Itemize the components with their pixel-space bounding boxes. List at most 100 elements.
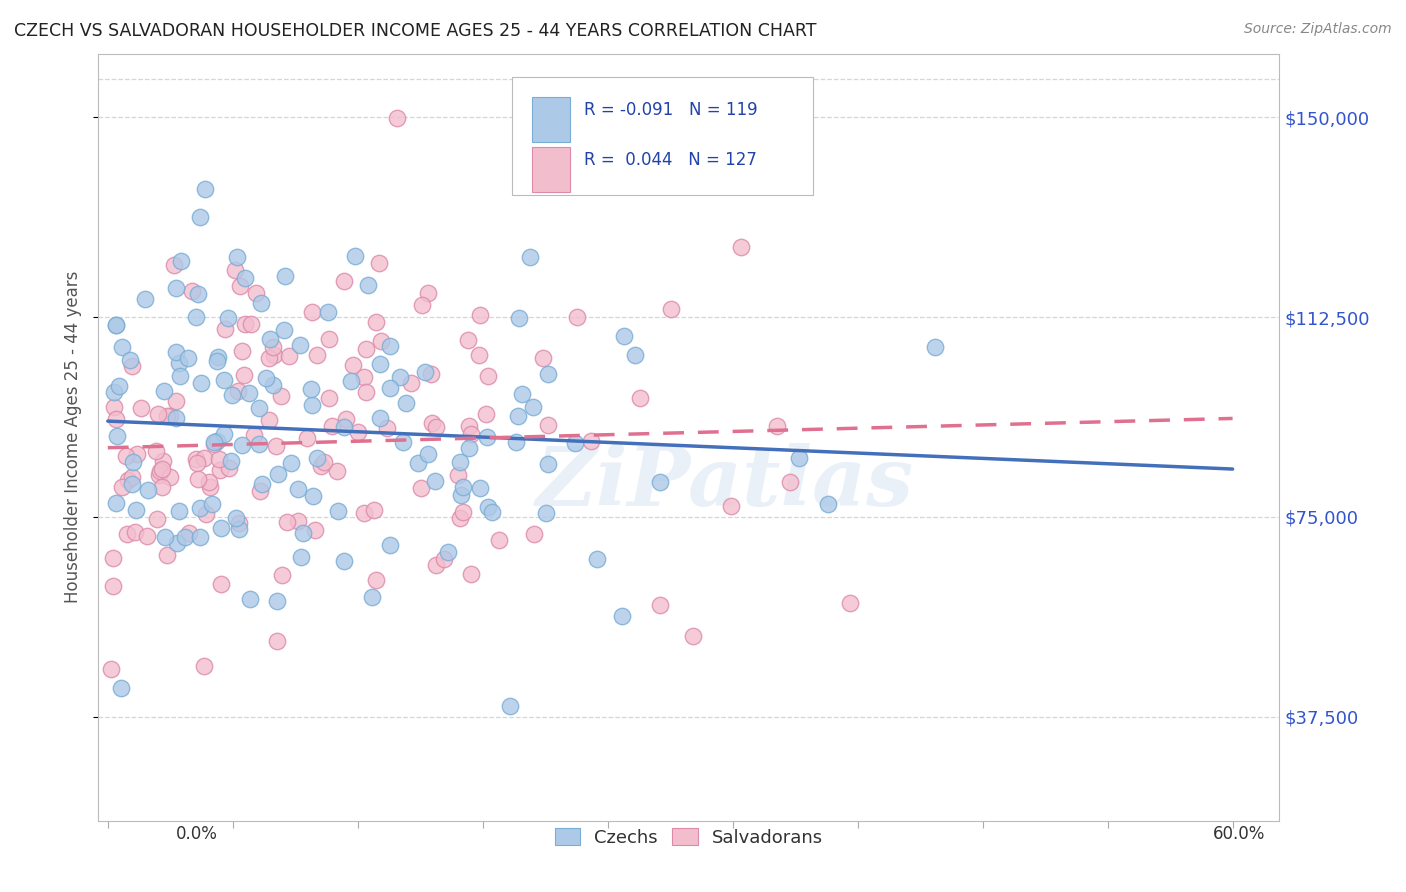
Point bbox=[254, 371, 277, 385]
Point bbox=[136, 529, 159, 543]
Point bbox=[156, 549, 179, 563]
Point bbox=[156, 409, 179, 423]
Point bbox=[228, 522, 250, 536]
Point bbox=[166, 536, 188, 550]
Point bbox=[262, 378, 284, 392]
Point bbox=[273, 323, 295, 337]
Point bbox=[425, 420, 447, 434]
Point bbox=[411, 298, 433, 312]
Point bbox=[360, 590, 382, 604]
Point bbox=[225, 510, 247, 524]
Point bbox=[249, 483, 271, 498]
Point bbox=[127, 447, 149, 461]
FancyBboxPatch shape bbox=[512, 77, 813, 195]
Point bbox=[353, 507, 375, 521]
Point bbox=[105, 428, 128, 442]
Point bbox=[839, 596, 862, 610]
Point bbox=[240, 317, 263, 331]
Text: 60.0%: 60.0% bbox=[1213, 825, 1265, 843]
Point bbox=[449, 511, 471, 525]
Point bbox=[318, 332, 340, 346]
Point bbox=[184, 452, 207, 467]
Point bbox=[231, 438, 253, 452]
Point bbox=[166, 281, 188, 295]
Point bbox=[318, 391, 340, 405]
Point bbox=[177, 526, 200, 541]
Point bbox=[277, 349, 299, 363]
Point bbox=[190, 376, 212, 390]
Point bbox=[233, 270, 256, 285]
Point bbox=[177, 351, 200, 365]
Point bbox=[259, 332, 281, 346]
Point bbox=[245, 285, 267, 300]
Point bbox=[212, 426, 235, 441]
Point bbox=[415, 365, 437, 379]
Point bbox=[165, 393, 187, 408]
Point bbox=[420, 416, 443, 430]
Text: Source: ZipAtlas.com: Source: ZipAtlas.com bbox=[1244, 22, 1392, 37]
Point bbox=[363, 503, 385, 517]
Point bbox=[249, 296, 271, 310]
Point bbox=[226, 250, 249, 264]
Point bbox=[505, 434, 527, 449]
Point bbox=[267, 467, 290, 482]
Point bbox=[125, 503, 148, 517]
Point bbox=[682, 630, 704, 644]
Point bbox=[418, 447, 440, 461]
Bar bbox=[531, 147, 569, 192]
Point bbox=[508, 409, 530, 423]
Point bbox=[288, 338, 311, 352]
Point bbox=[297, 431, 319, 445]
Point bbox=[231, 344, 253, 359]
Point bbox=[519, 250, 541, 264]
Point bbox=[488, 533, 510, 547]
Point bbox=[287, 482, 309, 496]
Point bbox=[314, 455, 336, 469]
Point bbox=[357, 278, 380, 293]
Point bbox=[188, 501, 211, 516]
Point bbox=[416, 285, 439, 300]
Point bbox=[508, 310, 530, 325]
Point bbox=[287, 514, 309, 528]
Point bbox=[406, 456, 429, 470]
Point bbox=[356, 343, 378, 357]
Point bbox=[217, 311, 239, 326]
Point bbox=[233, 317, 256, 331]
Point bbox=[121, 359, 143, 374]
Point bbox=[193, 659, 215, 673]
Point bbox=[188, 531, 211, 545]
Point bbox=[111, 480, 134, 494]
Point bbox=[159, 409, 181, 424]
Point bbox=[188, 210, 211, 224]
Point bbox=[385, 111, 408, 125]
Point bbox=[146, 512, 169, 526]
Point bbox=[498, 699, 520, 714]
Point bbox=[165, 411, 187, 425]
Point bbox=[628, 392, 651, 406]
Point bbox=[167, 356, 190, 370]
Point bbox=[613, 328, 636, 343]
Point bbox=[378, 538, 401, 552]
Text: 0.0%: 0.0% bbox=[176, 825, 218, 843]
Point bbox=[212, 373, 235, 387]
Point bbox=[399, 376, 422, 391]
Point bbox=[270, 389, 292, 403]
Point bbox=[623, 348, 645, 362]
Point bbox=[136, 483, 159, 497]
Point bbox=[150, 480, 173, 494]
Point bbox=[316, 305, 339, 319]
Point bbox=[152, 384, 174, 399]
Text: ZiPatlas: ZiPatlas bbox=[536, 443, 914, 523]
Point bbox=[457, 419, 479, 434]
Point bbox=[449, 455, 471, 469]
Point bbox=[238, 386, 260, 401]
Point bbox=[198, 475, 221, 490]
Point bbox=[221, 454, 243, 468]
Point bbox=[648, 598, 671, 612]
Point bbox=[537, 418, 560, 433]
Point bbox=[787, 451, 810, 466]
Point bbox=[214, 322, 236, 336]
Point bbox=[159, 470, 181, 484]
Point bbox=[450, 488, 472, 502]
Point bbox=[207, 350, 229, 364]
